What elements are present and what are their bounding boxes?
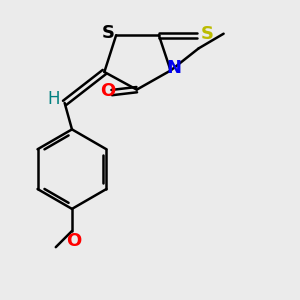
- Text: O: O: [100, 82, 116, 100]
- Text: O: O: [66, 232, 81, 250]
- Text: N: N: [167, 58, 182, 76]
- Text: S: S: [201, 25, 214, 43]
- Text: S: S: [102, 24, 115, 42]
- Text: H: H: [48, 90, 60, 108]
